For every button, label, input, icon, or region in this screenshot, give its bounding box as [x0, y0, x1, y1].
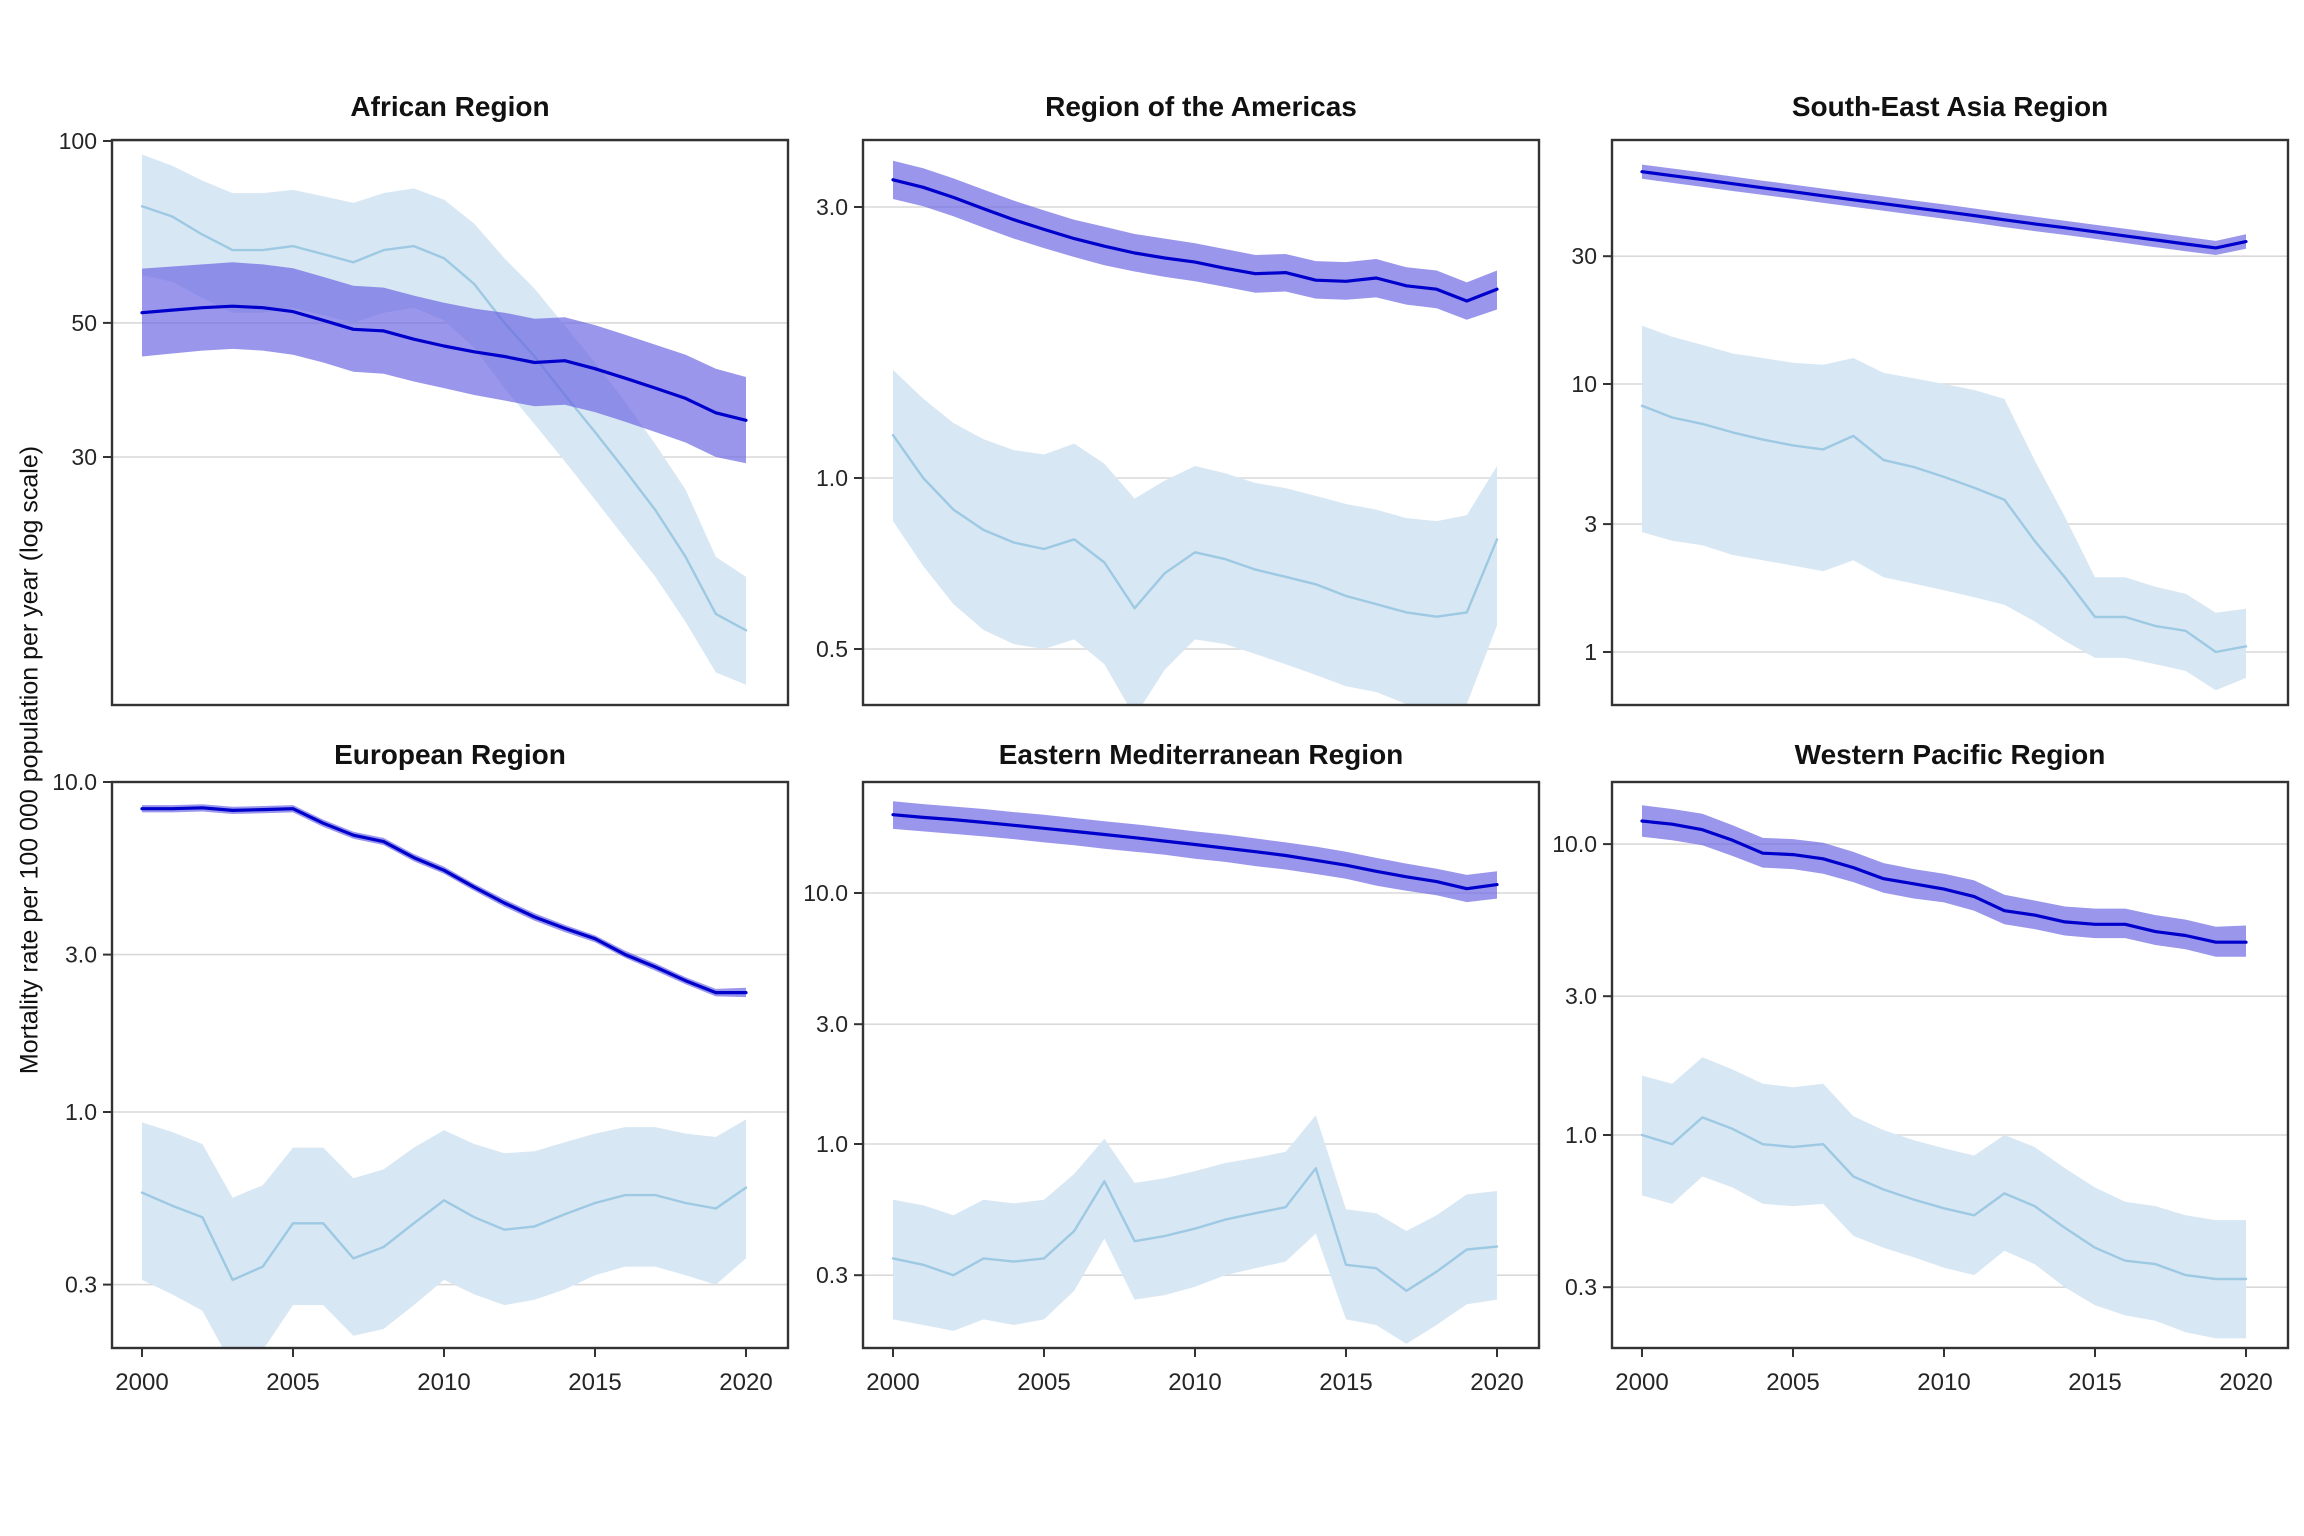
panel-border — [1610, 780, 2290, 1350]
x-tick-label: 2015 — [1319, 1369, 1372, 1396]
panel-title-western-pacific-region: Western Pacific Region — [1794, 739, 2106, 770]
panel-border — [861, 780, 1541, 1350]
light-blue-trend-line — [891, 433, 1499, 618]
y-tick-label: 3.0 — [816, 1011, 848, 1037]
dark-blue-confidence-band — [1642, 805, 2246, 957]
panel-border — [110, 780, 790, 1350]
light-blue-trend-line — [1640, 404, 2248, 654]
dark-blue-confidence-band — [893, 801, 1497, 903]
light-blue-confidence-band — [1642, 325, 2246, 691]
x-tick-label: 2020 — [1470, 1369, 1523, 1396]
y-tick-label: 30 — [1571, 243, 1597, 269]
panel-european-region: 10.0 3.0 1.0 0.3 2000 2005 2010 2015 2020 — [52, 769, 790, 1396]
x-tick-label: 2015 — [2068, 1369, 2121, 1396]
y-tick-label: 100 — [59, 128, 97, 154]
y-tick-label: 1.0 — [816, 1131, 848, 1157]
dark-blue-confidence-band — [142, 804, 746, 998]
y-axis-label: Mortality rate per 100 000 population pe… — [15, 445, 44, 1075]
x-tick-label: 2005 — [266, 1369, 319, 1396]
dark-blue-trend-line — [891, 178, 1499, 303]
y-tick-label: 10 — [1571, 371, 1597, 397]
dark-blue-trend-line — [1640, 819, 2248, 944]
dark-blue-trend-line — [140, 304, 748, 422]
light-blue-trend-line — [1640, 1116, 2248, 1281]
y-tick-label: 0.3 — [65, 1272, 97, 1298]
light-blue-trend-line — [891, 1167, 1499, 1293]
y-tick-label: 1.0 — [65, 1099, 97, 1125]
dark-blue-trend-line — [891, 813, 1499, 891]
y-tick-label: 0.3 — [1565, 1274, 1597, 1300]
x-tick-label: 2020 — [719, 1369, 772, 1396]
light-blue-trend-line — [140, 1186, 748, 1282]
panel-african-region: 100 50 30 — [59, 128, 790, 707]
y-tick-label: 10.0 — [803, 880, 848, 906]
dark-blue-confidence-band — [893, 160, 1497, 320]
x-tick-label: 2005 — [1017, 1369, 1070, 1396]
x-tick-label: 2020 — [2219, 1369, 2272, 1396]
panel-title-eastern-mediterranean-region: Eastern Mediterranean Region — [998, 739, 1404, 770]
y-tick-label: 50 — [71, 310, 97, 336]
y-tick-label: 0.5 — [816, 636, 848, 662]
y-tick-label: 3.0 — [65, 942, 97, 968]
dark-blue-trend-line — [140, 806, 748, 995]
x-tick-label: 2010 — [417, 1369, 470, 1396]
panel-border — [110, 138, 790, 707]
panel-title-south-east-asia-region: South-East Asia Region — [1791, 91, 2109, 122]
panel-title-region-of-the-americas: Region of the Americas — [1045, 91, 1357, 122]
x-tick-label: 2010 — [1917, 1369, 1970, 1396]
y-tick-label: 1.0 — [1565, 1122, 1597, 1148]
panel-eastern-mediterranean-region: 10.0 3.0 1.0 0.3 2000 2005 2010 2015 2020 — [803, 780, 1541, 1396]
x-tick-label: 2000 — [866, 1369, 919, 1396]
x-tick-label: 2005 — [1766, 1369, 1819, 1396]
panel-border — [861, 138, 1541, 707]
y-tick-label: 1 — [1584, 639, 1597, 665]
x-tick-label: 2000 — [1615, 1369, 1668, 1396]
light-blue-confidence-band — [142, 1119, 746, 1348]
y-tick-label: 10.0 — [52, 769, 97, 795]
y-tick-label: 3.0 — [1565, 983, 1597, 1009]
panel-region-of-the-americas: 3.0 1.0 0.5 — [816, 138, 1541, 707]
dark-blue-trend-line — [1640, 170, 2248, 250]
x-tick-label: 2000 — [115, 1369, 168, 1396]
panel-western-pacific-region: 10.0 3.0 1.0 0.3 2000 2005 2010 2015 2020 — [1552, 780, 2290, 1396]
light-blue-confidence-band — [893, 369, 1497, 705]
panel-south-east-asia-region: 30 10 3 1 — [1571, 138, 2290, 707]
y-tick-label: 1.0 — [816, 465, 848, 491]
y-tick-label: 0.3 — [816, 1262, 848, 1288]
y-tick-label: 30 — [71, 444, 97, 470]
light-blue-confidence-band — [1642, 1057, 2246, 1339]
light-blue-trend-line — [140, 205, 748, 632]
panel-title-african-region: African Region — [350, 91, 550, 122]
panel-border — [1610, 138, 2290, 707]
panel-title-european-region: European Region — [334, 739, 566, 770]
x-tick-label: 2010 — [1168, 1369, 1221, 1396]
y-tick-label: 3 — [1584, 511, 1597, 537]
y-tick-label: 3.0 — [816, 194, 848, 220]
y-tick-label: 10.0 — [1552, 831, 1597, 857]
x-tick-label: 2015 — [568, 1369, 621, 1396]
